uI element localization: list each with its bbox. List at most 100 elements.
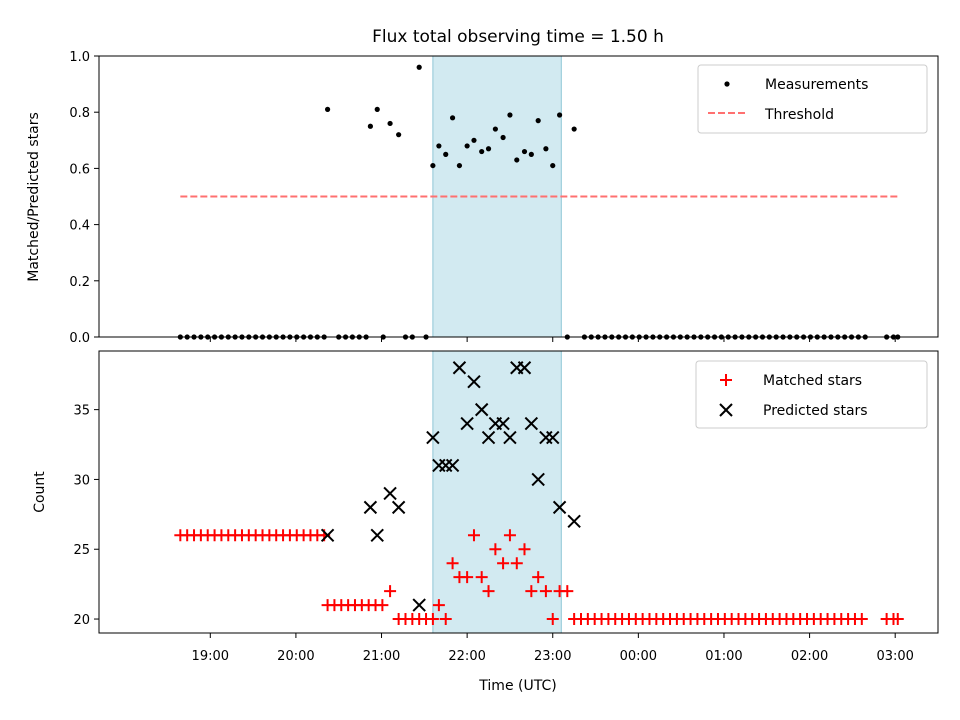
legend-measurements-label: Measurements — [765, 77, 868, 93]
y-tick-label: 0.8 — [69, 106, 90, 121]
legend-predicted-label: Predicted stars — [763, 403, 868, 419]
legend-measurements-marker — [724, 81, 730, 87]
measurement-point — [535, 118, 541, 124]
bottom-legend-box — [695, 360, 928, 429]
measurement-point — [543, 146, 549, 152]
predicted-star-point — [391, 500, 406, 515]
matched-star-point — [539, 585, 552, 598]
predicted-star-point — [445, 458, 460, 473]
matched-star-point — [461, 571, 474, 584]
matched-star-point — [482, 585, 495, 598]
x-tick-label: 01:00 — [705, 649, 742, 664]
bottom-panel-frame — [98, 350, 939, 634]
predicted-star-point — [496, 416, 510, 431]
y-tick-label: 20 — [73, 613, 90, 628]
measurement-point — [507, 112, 513, 118]
y-tick-label: 0.0 — [69, 331, 90, 346]
predicted-star-point — [552, 500, 567, 515]
predicted-star-point — [524, 416, 539, 431]
measurement-point — [416, 64, 422, 70]
measurement-point — [556, 112, 563, 118]
matched-star-point — [426, 613, 439, 626]
matched-star-point — [497, 557, 510, 570]
measurement-point — [464, 143, 470, 149]
measurement-point — [324, 106, 331, 112]
matched-star-point — [561, 585, 574, 598]
top-y-ticks: 0.0 0.2 0.4 0.6 0.8 1.0 — [69, 50, 99, 346]
bottom-panel: 20 25 30 35 19:00 20:00 21:00 22:00 23:00 00:00 0… — [32, 350, 939, 694]
measurement-point — [528, 151, 534, 157]
matched-stars-series — [174, 529, 904, 626]
x-tick-label: 23:00 — [534, 649, 571, 664]
matched-star-point — [532, 571, 545, 584]
y-tick-label: 1.0 — [69, 50, 90, 65]
matched-star-point — [439, 613, 452, 626]
measurement-point — [436, 143, 442, 149]
measurement-point — [514, 157, 520, 163]
predicted-star-point — [426, 430, 440, 445]
top-panel: 0.0 0.2 0.4 0.6 0.8 1.0 Matched/Predicted sta… — [26, 50, 939, 346]
predicted-star-point — [452, 361, 467, 375]
measurement-point — [521, 148, 528, 155]
measurement-point — [374, 106, 380, 112]
measurement-point — [387, 120, 393, 127]
bottom-y-ticks: 20 25 30 35 — [73, 404, 99, 628]
x-tick-label: 03:00 — [876, 649, 913, 664]
y-tick-label: 0.6 — [69, 162, 90, 177]
measurement-point — [479, 148, 485, 155]
matched-star-point — [891, 613, 904, 626]
measurement-point — [500, 134, 506, 141]
measurement-point — [485, 146, 492, 152]
y-tick-label: 25 — [73, 543, 90, 558]
predicted-star-point — [474, 402, 489, 417]
bottom-x-ticks: 19:00 20:00 21:00 22:00 23:00 00:00 01:00 02:00… — [192, 633, 914, 664]
predicted-stars-series — [320, 361, 581, 612]
measurement-point — [571, 126, 577, 132]
predicted-star-point — [503, 430, 517, 445]
measurement-point — [430, 162, 436, 169]
matched-star-point — [475, 571, 488, 584]
predicted-star-point — [546, 430, 560, 445]
matched-star-point — [503, 529, 516, 542]
measurement-point — [443, 151, 449, 157]
top-legend-box — [697, 64, 928, 134]
x-tick-label: 21:00 — [363, 649, 400, 664]
legend-predicted-marker — [719, 403, 733, 417]
matched-star-point — [546, 613, 559, 626]
y-tick-label: 30 — [73, 473, 90, 488]
measurement-point — [449, 115, 456, 121]
matched-star-point — [384, 585, 397, 598]
predicted-star-point — [467, 375, 481, 389]
measurement-point — [492, 126, 498, 132]
bottom-legend: Matched stars Predicted stars — [695, 360, 928, 429]
predicted-star-point — [363, 500, 378, 515]
top-x-ticks — [209, 337, 896, 342]
top-legend: Measurements Threshold — [697, 64, 928, 134]
matched-star-point — [467, 529, 480, 542]
matched-star-point — [510, 557, 523, 570]
predicted-star-point — [383, 486, 397, 501]
predicted-star-point — [412, 598, 426, 612]
measurement-point — [550, 162, 556, 169]
matched-star-point — [525, 585, 538, 598]
measurement-point — [471, 137, 477, 143]
matched-star-point — [518, 543, 531, 556]
predicted-star-point — [370, 528, 384, 542]
matched-star-point — [489, 543, 502, 556]
legend-matched-marker — [720, 374, 732, 386]
chart-title: Flux total observing time = 1.50 h — [372, 27, 664, 47]
matched-star-point — [376, 599, 389, 612]
measurement-point — [367, 123, 373, 129]
x-tick-label: 20:00 — [277, 649, 314, 664]
top-y-axis-label: Matched/Predicted stars — [26, 112, 42, 282]
x-tick-label: 19:00 — [192, 649, 229, 664]
predicted-star-point — [517, 361, 532, 375]
y-tick-label: 0.2 — [69, 275, 90, 290]
x-axis-label: Time (UTC) — [478, 678, 556, 694]
predicted-star-point — [320, 528, 335, 542]
measurement-point — [456, 162, 463, 169]
predicted-star-point — [567, 514, 581, 529]
predicted-star-point — [531, 472, 545, 487]
predicted-star-point — [481, 430, 496, 445]
